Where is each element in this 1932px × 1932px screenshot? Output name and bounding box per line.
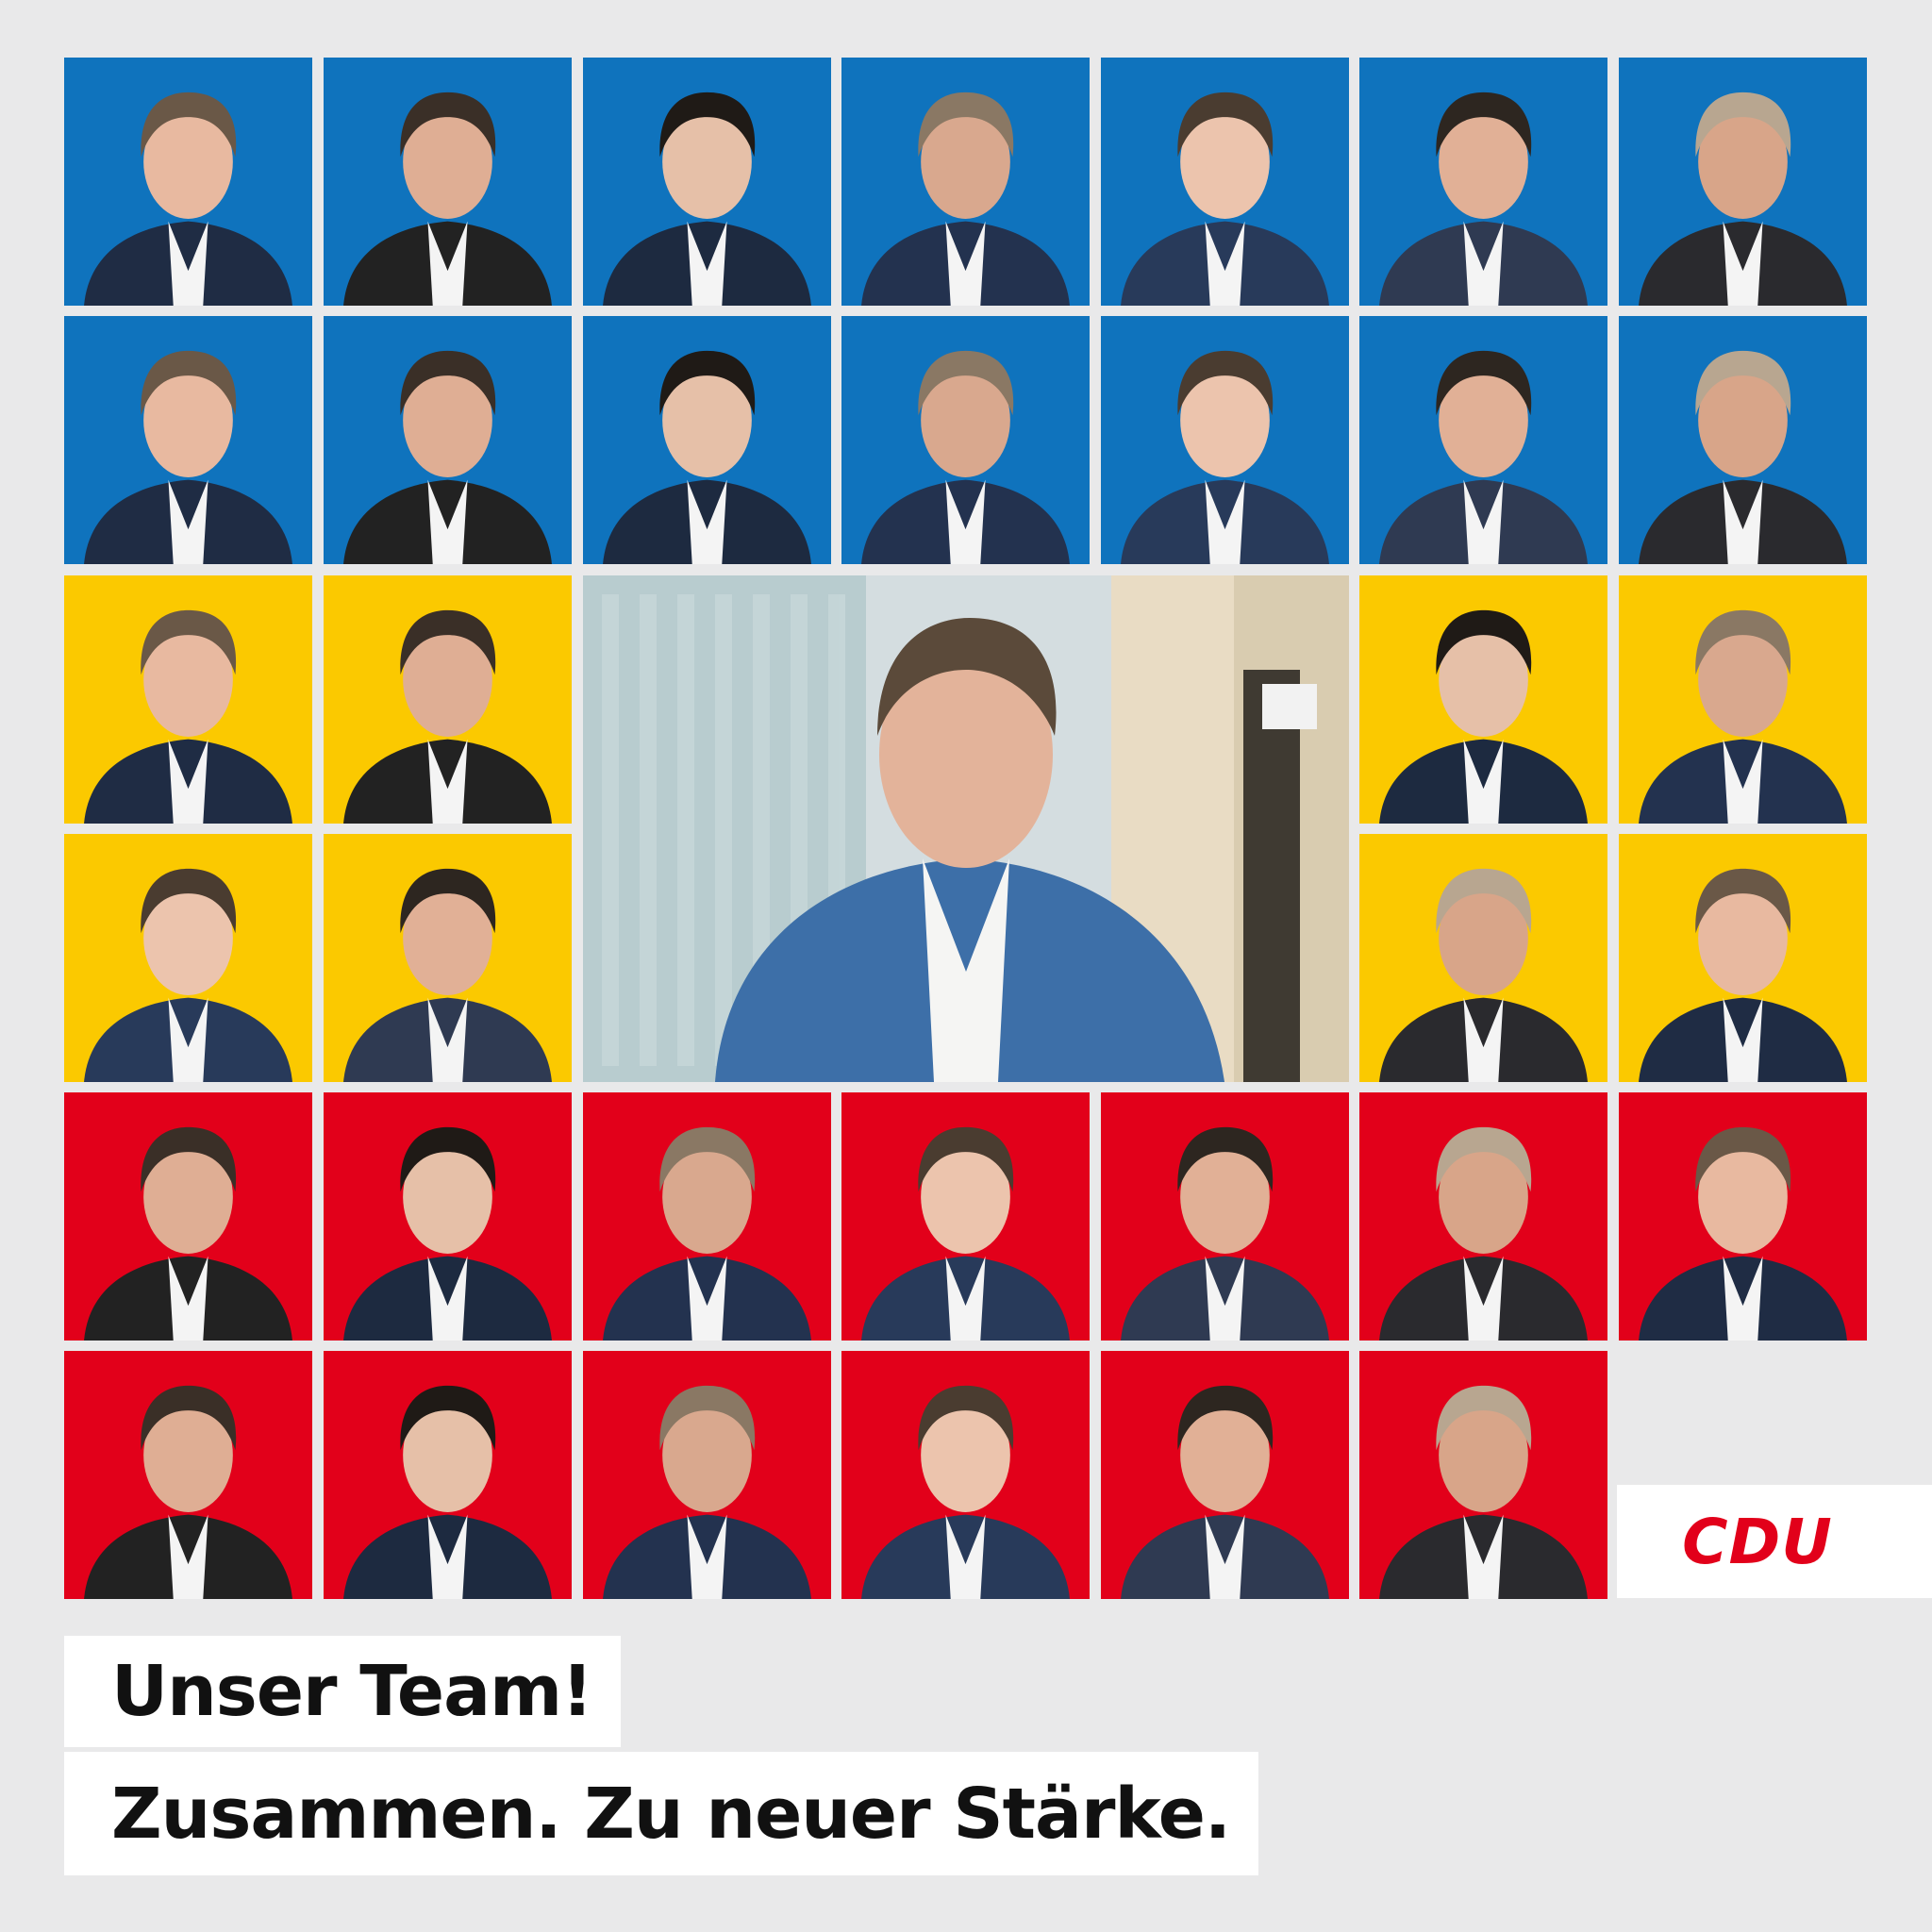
candidate-portrait [64, 1092, 312, 1341]
candidate-portrait [1101, 1351, 1349, 1599]
candidate-portrait [324, 316, 572, 564]
candidate-portrait [1619, 1092, 1867, 1341]
candidate-portrait [64, 575, 312, 824]
featured-portrait [583, 575, 1349, 1082]
headline-text-1: Unser Team! [111, 1651, 593, 1732]
candidate-portrait [841, 316, 1090, 564]
candidate-portrait [64, 316, 312, 564]
candidate-portrait [1619, 575, 1867, 824]
candidate-portrait [1359, 834, 1607, 1082]
candidate-portrait [583, 1351, 831, 1599]
candidate-portrait [583, 1092, 831, 1341]
candidate-portrait [583, 58, 831, 306]
team-portrait-grid [64, 58, 1867, 1599]
headline-line-2: Zusammen. Zu neuer Stärke. [64, 1752, 1259, 1875]
cdu-logo: CDU [1617, 1485, 1932, 1598]
candidate-portrait [64, 58, 312, 306]
candidate-portrait [1359, 316, 1607, 564]
candidate-portrait [1619, 834, 1867, 1082]
candidate-portrait [324, 58, 572, 306]
candidate-portrait [1619, 58, 1867, 306]
candidate-portrait [324, 1351, 572, 1599]
candidate-portrait [1101, 316, 1349, 564]
candidate-portrait [841, 1351, 1090, 1599]
candidate-portrait [1359, 58, 1607, 306]
candidate-portrait [324, 1092, 572, 1341]
candidate-portrait [1101, 1092, 1349, 1341]
candidate-portrait [583, 316, 831, 564]
candidate-portrait [64, 1351, 312, 1599]
candidate-portrait [841, 1092, 1090, 1341]
candidate-portrait [1359, 1092, 1607, 1341]
candidate-portrait [324, 575, 572, 824]
candidate-portrait [324, 834, 572, 1082]
candidate-portrait [64, 834, 312, 1082]
headline-text-2: Zusammen. Zu neuer Stärke. [111, 1773, 1231, 1855]
logo-text: CDU [1682, 1505, 1833, 1578]
candidate-portrait [1359, 1351, 1607, 1599]
candidate-portrait [1359, 575, 1607, 824]
candidate-portrait [841, 58, 1090, 306]
candidate-portrait [1101, 58, 1349, 306]
candidate-portrait [1619, 316, 1867, 564]
headline-line-1: Unser Team! [64, 1636, 621, 1747]
